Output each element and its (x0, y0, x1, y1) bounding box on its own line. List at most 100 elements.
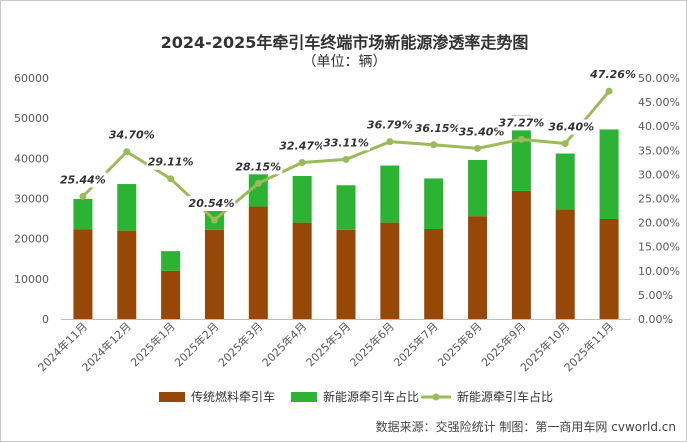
ratio-point (210, 216, 218, 224)
ratio-data-label: 34.70% (109, 129, 155, 142)
ratio-data-label: 25.44% (60, 173, 106, 186)
y-right-tick-label: 5.00% (638, 289, 673, 302)
y-left-tick-label: 20000 (14, 233, 49, 246)
y-left-tick-label: 10000 (14, 273, 49, 286)
ratio-data-label: 36.40% (548, 121, 594, 134)
bar-fuel (599, 218, 619, 319)
ratio-label-bg (234, 159, 283, 175)
ratio-label-bg (58, 172, 107, 188)
ratio-point (517, 135, 525, 143)
y-right-tick-label: 45.00% (638, 96, 680, 109)
ratio-data-label: 33.11% (323, 136, 369, 149)
bar-nev (511, 114, 531, 191)
x-tick-label: 2025年5月 (303, 319, 353, 369)
ratio-point (605, 87, 613, 95)
x-tick-label: 2025年1月 (128, 319, 178, 369)
ratio-label-bg (107, 127, 156, 143)
bar-fuel (555, 209, 575, 319)
ratio-data-label: 29.11% (148, 156, 194, 169)
y-right-tick-label: 10.00% (638, 265, 680, 278)
ratio-point (430, 141, 438, 149)
x-tick-label: 2025年4月 (259, 319, 309, 369)
bar-fuel (161, 270, 181, 319)
bar-nev (380, 165, 400, 223)
bar-fuel (424, 229, 444, 319)
bar-fuel (248, 206, 268, 319)
ratio-data-label: 35.40% (459, 125, 505, 138)
ratio-point (167, 175, 175, 183)
bar-nev (555, 153, 575, 210)
bar-fuel (73, 229, 93, 319)
bar-fuel (468, 216, 488, 319)
legend-marker-ratio (432, 393, 440, 401)
bar-nev (599, 129, 619, 219)
x-tick-label: 2025年8月 (434, 319, 484, 369)
y-right-tick-label: 40.00% (638, 120, 680, 133)
x-tick-label: 2025年2月 (171, 319, 221, 369)
y-right-tick-label: 20.00% (638, 217, 680, 230)
ratio-label-bg (278, 138, 327, 154)
ratio-point (561, 140, 569, 148)
y-left-tick-label: 60000 (14, 72, 49, 85)
bar-fuel (380, 222, 400, 319)
legend-label-fuel: 传统燃料牵引车 (191, 389, 275, 404)
legend-label-ratio: 新能源牵引车占比 (457, 389, 553, 404)
ratio-label-bg (589, 67, 638, 83)
bar-nev (117, 184, 137, 231)
bar-fuel (292, 222, 312, 319)
legend-swatch-nev (291, 392, 317, 402)
bar-nev (424, 178, 444, 230)
ratio-data-label: 36.79% (367, 119, 413, 132)
chart-title: 2024-2025年牵引车终端市场新能源渗透率走势图 (160, 33, 529, 52)
y-right-tick-label: 35.00% (638, 144, 680, 157)
x-tick-label: 2025年7月 (391, 319, 441, 369)
ratio-label-bg (146, 154, 195, 170)
x-tick-label: 2025年3月 (215, 319, 265, 369)
ratio-data-label: 37.27% (498, 116, 544, 129)
source-note: 数据来源：交强险统计 制图：第一商用车网 cvworld.cn (375, 420, 676, 434)
ratio-point (298, 158, 306, 166)
bar-fuel (336, 229, 356, 319)
ratio-data-label: 32.47% (279, 139, 325, 152)
bar-nev (73, 198, 93, 230)
ratio-point (342, 155, 350, 163)
y-right-tick-label: 30.00% (638, 168, 680, 181)
ratio-data-label: 47.26% (589, 68, 636, 81)
ratio-label-bg (497, 115, 546, 131)
bar-fuel (117, 230, 137, 319)
ratio-point (254, 179, 262, 187)
ratio-label-bg (413, 120, 462, 136)
ratio-label-bg (547, 119, 596, 135)
ratio-label-bg (322, 135, 370, 151)
y-right-tick-label: 50.00% (638, 72, 680, 85)
ratio-data-label: 28.15% (235, 160, 281, 173)
bar-nev (292, 176, 312, 223)
ratio-point (386, 138, 394, 146)
bar-fuel (204, 229, 224, 319)
ratio-data-label: 20.54% (189, 197, 235, 210)
legend-label-nev: 新能源牵引车占比 (323, 389, 419, 404)
y-left-tick-label: 30000 (14, 193, 49, 206)
legend-swatch-fuel (159, 392, 185, 402)
ratio-label-bg (457, 124, 506, 140)
chart-subtitle: （单位：辆） (302, 54, 387, 70)
y-left-tick-label: 0 (42, 313, 49, 326)
ratio-label-bg (365, 117, 414, 133)
ratio-data-label: 36.15% (415, 122, 461, 135)
bar-nev (336, 185, 356, 230)
bar-nev (468, 159, 488, 217)
bar-nev (161, 251, 181, 271)
y-right-tick-label: 15.00% (638, 241, 680, 254)
y-left-tick-label: 40000 (14, 152, 49, 165)
bar-fuel (511, 190, 531, 319)
y-left-tick-label: 50000 (14, 112, 49, 125)
ratio-point (79, 192, 87, 200)
ratio-label-bg (187, 195, 236, 211)
y-right-tick-label: 25.00% (638, 193, 680, 206)
ratio-point (474, 144, 482, 152)
x-tick-label: 2025年6月 (347, 319, 397, 369)
ratio-point (123, 148, 131, 156)
y-right-tick-label: 0.00% (638, 313, 673, 326)
